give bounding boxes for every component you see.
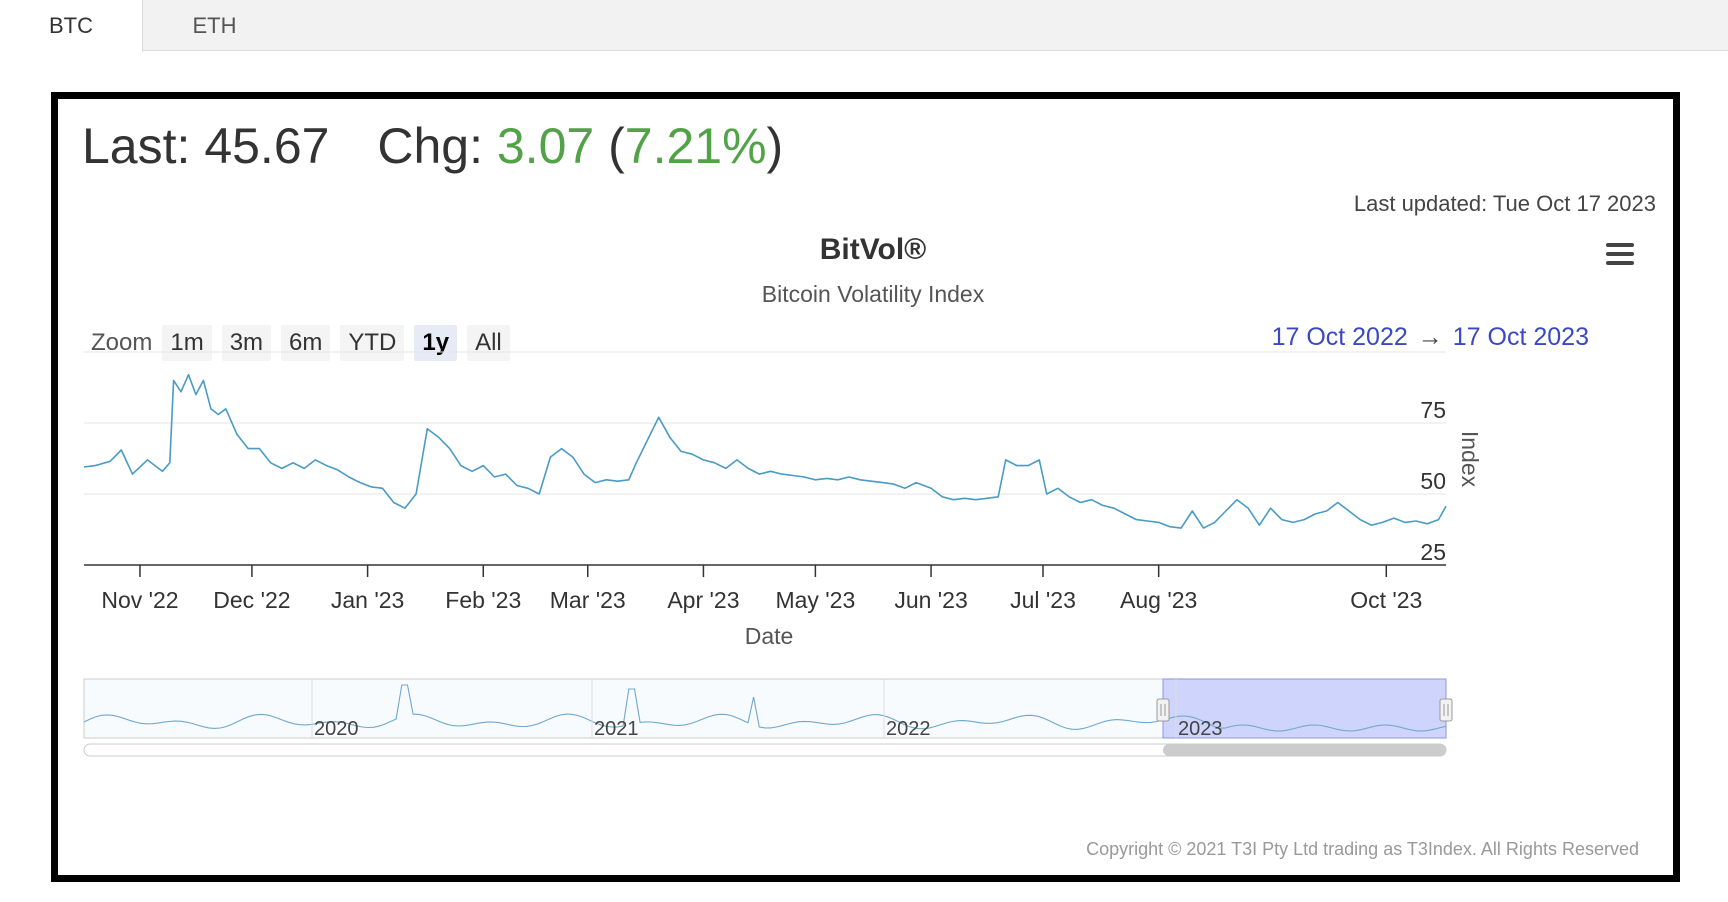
chart-panel: Last: 45.67 Chg: 3.07 (7.21%) Last updat… (51, 92, 1680, 882)
tab-btc[interactable]: BTC (0, 0, 143, 52)
x-tick-label: Nov '22 (101, 587, 178, 613)
last-label: Last: (82, 118, 191, 174)
x-tick-label: Aug '23 (1120, 587, 1197, 613)
last-value: 45.67 (204, 118, 330, 174)
copyright: Copyright © 2021 T3I Pty Ltd trading as … (1086, 839, 1639, 859)
navigator-year-label: 2021 (594, 718, 639, 740)
range-arrow-icon: → (1417, 323, 1443, 351)
x-tick-label: Dec '22 (213, 587, 290, 613)
change-paren-open: ( (608, 118, 625, 174)
range-from-date[interactable]: 17 Oct 2022 (1271, 323, 1408, 351)
x-tick-label: Jul '23 (1010, 587, 1076, 613)
navigator-selected-range[interactable] (1162, 678, 1447, 739)
last-updated: Last updated: Tue Oct 17 2023 (1353, 191, 1656, 216)
x-tick-label: Apr '23 (667, 587, 739, 613)
tab-eth[interactable]: ETH (192, 12, 237, 38)
x-tick-label: Mar '23 (550, 587, 626, 613)
navigator-left-handle[interactable] (1156, 698, 1170, 722)
x-tick-label: Jun '23 (894, 587, 967, 613)
change-label: Chg: (377, 118, 483, 174)
series-line-bitvol (83, 373, 1447, 529)
navigator-year-label: 2023 (1178, 718, 1223, 740)
navigator-year-label: 2020 (314, 718, 359, 740)
navigator-right-handle[interactable] (1439, 698, 1453, 722)
x-tick-label: Feb '23 (445, 587, 521, 613)
y-axis-title: Index (1457, 431, 1483, 488)
navigator-series-line (83, 684, 1447, 732)
x-tick-label: Oct '23 (1350, 587, 1422, 613)
tab-bar: BTC ETH (0, 0, 1728, 52)
scrollbar-thumb[interactable] (1163, 744, 1446, 756)
quote-summary: Last: 45.67 Chg: 3.07 (7.21%) (82, 117, 783, 175)
change-paren-close: ) (766, 118, 784, 174)
y-tick-label: 50 (1420, 468, 1446, 494)
hamburger-menu-icon[interactable] (1606, 243, 1636, 269)
x-axis-title: Date (745, 623, 794, 649)
change-percent: 7.21% (624, 118, 767, 174)
chart-subtitle: Bitcoin Volatility Index (761, 281, 985, 307)
change-value: 3.07 (496, 118, 595, 174)
range-to-date[interactable]: 17 Oct 2023 (1452, 323, 1589, 351)
chart-svg: 25 50 75 Nov '22 Dec '22 Jan '23 Feb '23 Mar '2… (83, 351, 1483, 757)
zoom-6m-button[interactable]: 6m (281, 325, 331, 361)
date-range: 17 Oct 2022 → 17 Oct 2023 (1272, 323, 1589, 352)
x-tick-label: Jan '23 (331, 587, 404, 613)
chart-title: BitVol® (819, 233, 927, 266)
navigator-year-label: 2022 (886, 718, 931, 740)
y-tick-label: 25 (1420, 539, 1446, 565)
x-tick-label: May '23 (775, 587, 855, 613)
y-tick-label: 75 (1420, 397, 1446, 423)
